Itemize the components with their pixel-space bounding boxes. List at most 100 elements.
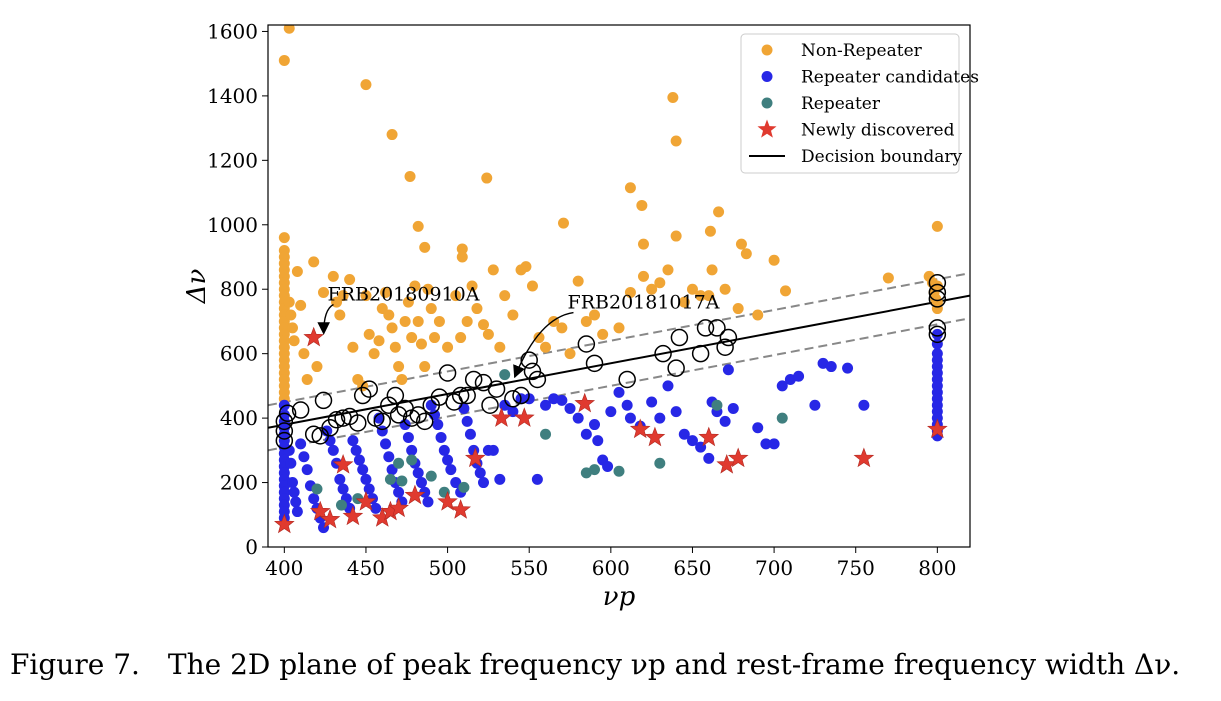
data-point-repeater-candidates xyxy=(760,438,772,450)
support-point-ring xyxy=(373,412,392,431)
data-point-non-repeater xyxy=(347,341,359,353)
data-point-non-repeater xyxy=(704,225,716,237)
data-point-non-repeater xyxy=(308,256,320,268)
support-point-ring xyxy=(928,283,947,302)
annotation-label: FRB20181017A xyxy=(568,292,720,314)
data-point-non-repeater xyxy=(662,264,674,276)
data-point-repeater-candidates xyxy=(393,486,405,498)
data-point-non-repeater xyxy=(334,309,346,321)
data-point-repeater-candidates xyxy=(334,473,346,485)
data-point-newly-discovered xyxy=(355,491,377,511)
data-point-non-repeater xyxy=(735,238,747,250)
y-tick-label: 800 xyxy=(220,277,258,301)
data-point-non-repeater xyxy=(931,220,943,232)
data-point-newly-discovered xyxy=(853,447,875,468)
support-point-ring xyxy=(415,412,434,431)
data-point-non-repeater xyxy=(380,286,392,298)
data-point-non-repeater xyxy=(533,332,545,344)
data-point-non-repeater xyxy=(477,319,489,331)
data-point-non-repeater xyxy=(931,280,943,292)
data-point-repeater-candidates xyxy=(301,464,313,476)
y-tick-label: 600 xyxy=(220,342,258,366)
data-point-non-repeater xyxy=(494,341,506,353)
data-point-non-repeater xyxy=(327,270,339,282)
data-point-non-repeater xyxy=(412,220,424,232)
data-point-repeater-candidates xyxy=(415,477,427,489)
data-point-non-repeater xyxy=(499,290,511,302)
data-point-non-repeater xyxy=(283,296,295,308)
data-point-repeater-candidates xyxy=(347,435,359,447)
data-point-non-repeater xyxy=(383,309,395,321)
data-point-non-repeater xyxy=(363,328,375,340)
data-point-repeater-candidates xyxy=(283,444,295,456)
legend: Non-Repeater Repeater candidates Repeater N… xyxy=(740,33,979,174)
support-point-ring xyxy=(696,319,715,337)
data-point-non-repeater xyxy=(713,206,725,218)
x-tick-label: 750 xyxy=(837,556,875,580)
data-point-non-repeater xyxy=(732,303,744,315)
data-point-repeater-candidates xyxy=(450,477,462,489)
data-point-repeater-candidates xyxy=(670,406,682,418)
data-point-repeater xyxy=(589,464,601,476)
data-point-repeater-candidates xyxy=(285,457,297,469)
y-tick-label: 0 xyxy=(245,535,258,559)
data-point-repeater-candidates xyxy=(540,399,552,411)
data-point-repeater-candidates xyxy=(464,428,476,440)
support-point-ring xyxy=(667,359,685,377)
data-point-repeater-candidates xyxy=(564,402,576,414)
support-point-ring xyxy=(928,319,947,337)
data-point-newly-discovered xyxy=(644,426,666,447)
data-point-repeater-candidates xyxy=(445,464,457,476)
data-point-repeater xyxy=(396,475,408,487)
support-point-ring xyxy=(380,396,398,414)
data-point-repeater-candidates xyxy=(370,502,382,514)
data-point-non-repeater xyxy=(482,328,494,340)
data-point-non-repeater xyxy=(706,264,718,276)
support-point-ring xyxy=(654,344,672,363)
data-point-newly-discovered xyxy=(927,418,948,439)
data-point-repeater-candidates xyxy=(592,435,604,447)
support-point-ring xyxy=(314,391,333,410)
data-point-non-repeater xyxy=(301,373,313,385)
data-point-newly-discovered xyxy=(388,497,409,518)
data-point-repeater-candidates xyxy=(327,444,339,456)
data-point-repeater xyxy=(776,412,788,424)
data-point-repeater-candidates xyxy=(719,415,731,427)
support-point-ring xyxy=(481,396,499,414)
data-point-non-repeater xyxy=(298,348,310,360)
legend-label: Decision boundary xyxy=(801,147,963,167)
data-point-non-repeater xyxy=(752,309,764,321)
data-point-non-repeater xyxy=(654,277,666,289)
annotation-arrow xyxy=(513,311,574,379)
data-point-repeater-candidates xyxy=(531,473,543,485)
data-point-repeater xyxy=(311,483,323,495)
data-point-repeater-candidates xyxy=(458,402,470,414)
x-axis-label: νp xyxy=(603,582,636,612)
data-point-newly-discovered xyxy=(629,418,651,439)
data-point-repeater-candidates xyxy=(376,425,388,437)
figure-caption: Figure 7. The 2D plane of peak frequency … xyxy=(10,648,1180,681)
data-point-repeater-candidates xyxy=(654,412,666,424)
data-point-repeater-candidates xyxy=(412,467,424,479)
data-point-repeater-candidates xyxy=(383,451,395,463)
data-point-repeater-candidates xyxy=(580,428,592,440)
data-point-non-repeater xyxy=(670,135,682,147)
data-point-repeater-candidates xyxy=(286,477,298,489)
data-point-repeater-candidates xyxy=(295,438,307,450)
series-non-repeater xyxy=(278,25,943,405)
data-point-non-repeater xyxy=(520,261,532,273)
data-point-repeater-candidates xyxy=(572,412,584,424)
data-point-repeater-candidates xyxy=(499,399,511,411)
legend-marker xyxy=(761,44,773,56)
data-point-non-repeater xyxy=(337,290,349,302)
data-point-non-repeater xyxy=(636,199,648,211)
data-point-repeater-candidates xyxy=(931,328,943,340)
support-point-ring xyxy=(438,364,457,382)
data-point-non-repeater xyxy=(526,280,538,292)
data-point-non-repeater xyxy=(311,361,323,373)
support-point-ring xyxy=(512,386,530,405)
data-point-non-repeater xyxy=(373,335,385,347)
y-tick-label: 400 xyxy=(220,406,258,430)
legend-label: Repeater xyxy=(801,94,881,114)
x-tick-label: 600 xyxy=(592,556,630,580)
